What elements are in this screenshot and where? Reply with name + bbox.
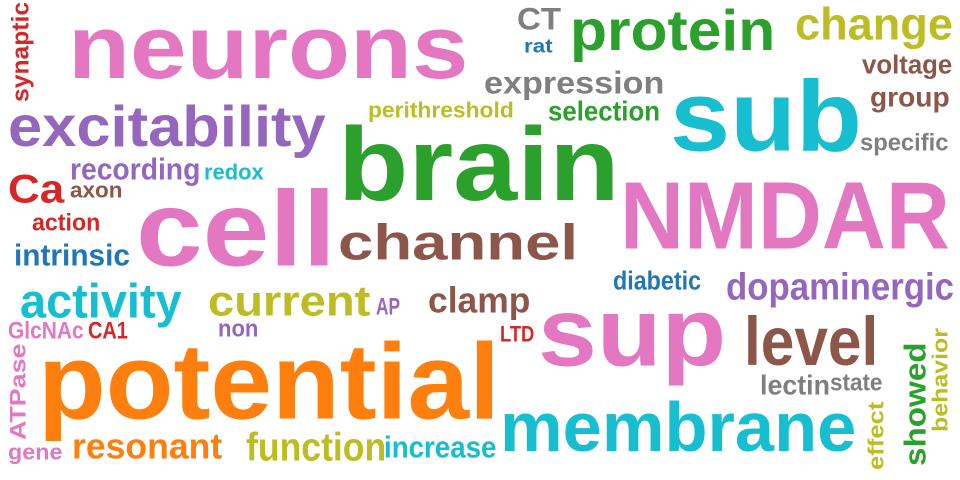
word-excitability: excitability: [8, 94, 326, 159]
word-diabetic: diabetic: [613, 266, 702, 295]
word-channel: channel: [338, 215, 579, 271]
word-potential: potential: [38, 320, 500, 442]
word-ct: CT: [517, 2, 562, 37]
word-action: action: [32, 210, 101, 236]
word-showed: showed: [898, 342, 932, 466]
word-clamp: clamp: [428, 281, 531, 321]
word-nmdar: NMDAR: [620, 161, 950, 269]
word-specific: specific: [860, 130, 949, 156]
word-change: change: [795, 0, 953, 50]
word-recording: recording: [70, 152, 201, 186]
word-glcnac: GlcNAc: [8, 318, 84, 344]
word-dopaminergic: dopaminergic: [726, 265, 955, 308]
word-perithreshold: perithreshold: [368, 98, 514, 123]
word-ap: AP: [376, 294, 400, 320]
word-intrinsic: intrinsic: [14, 238, 130, 272]
word-group: group: [870, 82, 950, 113]
word-gene: gene: [8, 440, 63, 465]
word-selection: selection: [548, 96, 661, 127]
word-activity: activity: [20, 274, 182, 328]
word-axon: axon: [70, 178, 123, 203]
word-increase: increase: [384, 430, 497, 464]
word-effect: effect: [864, 401, 889, 470]
word-state: state: [830, 370, 883, 396]
word-function: function: [246, 425, 387, 470]
word-non: non: [218, 316, 259, 342]
word-lectin: lectin: [760, 370, 830, 401]
word-redox: redox: [204, 160, 264, 185]
word-resonant: resonant: [72, 427, 223, 467]
word-atpase: ATPase: [6, 343, 31, 440]
word-behavior: behavior: [928, 328, 953, 432]
word-ca: Ca: [8, 167, 65, 212]
word-ca1: CA1: [88, 318, 128, 344]
word-membrane: membrane: [500, 389, 857, 467]
word-cell: cell: [136, 169, 336, 289]
word-synaptic: synaptic: [8, 1, 34, 102]
word-voltage: voltage: [862, 50, 953, 79]
word-sub: sub: [670, 59, 863, 172]
word-current: current: [208, 277, 371, 325]
word-sup: sup: [538, 277, 727, 387]
word-rat: rat: [524, 34, 553, 57]
word-ltd: LTD: [500, 322, 535, 347]
word-neurons: neurons: [68, 0, 469, 98]
word-expression: expression: [484, 66, 665, 101]
word-level: level: [744, 303, 879, 380]
word-brain: brain: [338, 105, 620, 223]
word-protein: protein: [570, 0, 776, 63]
